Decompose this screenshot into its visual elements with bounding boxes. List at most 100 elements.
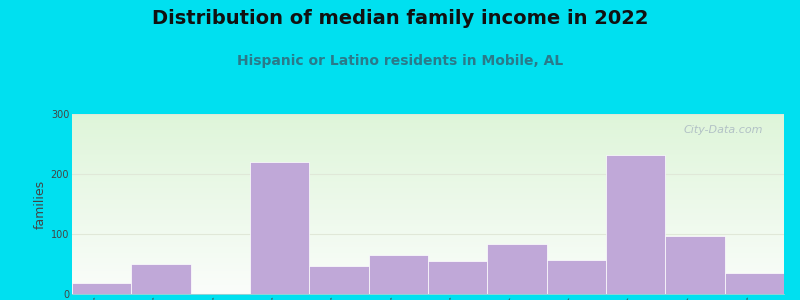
Bar (72, 227, 784, 229)
Bar (428, 261, 487, 294)
Bar (606, 155, 666, 294)
Bar (72, 182, 784, 184)
Bar (72, 141, 784, 143)
Bar (72, 208, 784, 209)
Bar (72, 202, 784, 204)
Bar (72, 116, 784, 118)
Bar (72, 188, 784, 190)
Bar (72, 159, 784, 161)
Bar (72, 114, 784, 116)
Bar (72, 137, 784, 139)
Bar (310, 266, 369, 294)
Bar (72, 292, 784, 294)
Bar (72, 123, 784, 125)
Bar (72, 233, 784, 235)
Bar (72, 145, 784, 146)
Bar (72, 244, 784, 245)
Bar (487, 244, 546, 294)
Bar (72, 172, 784, 173)
Bar (72, 258, 784, 260)
Bar (131, 264, 190, 294)
Bar (72, 283, 131, 294)
Bar (72, 220, 784, 222)
Bar (369, 255, 428, 294)
Bar (72, 128, 784, 130)
Bar (72, 197, 784, 199)
Bar (72, 276, 784, 278)
Bar (72, 236, 784, 238)
Bar (72, 130, 784, 132)
Bar (72, 271, 784, 272)
Bar (72, 211, 784, 213)
Bar (72, 254, 784, 256)
Bar (72, 134, 784, 136)
Bar (250, 162, 310, 294)
Bar (72, 150, 784, 152)
Bar (72, 136, 784, 137)
Bar (72, 154, 784, 155)
Bar (72, 163, 784, 164)
Bar (72, 166, 784, 168)
Bar (72, 289, 784, 290)
Bar (72, 148, 784, 150)
Bar (72, 265, 784, 267)
Bar (72, 278, 784, 280)
Bar (72, 193, 784, 195)
Bar (546, 260, 606, 294)
Bar (72, 240, 784, 242)
Bar (72, 238, 784, 240)
Bar (72, 267, 784, 269)
Bar (72, 118, 784, 119)
Y-axis label: families: families (34, 179, 46, 229)
Bar (72, 263, 784, 265)
Bar (72, 125, 784, 127)
Bar (72, 272, 784, 274)
Bar (72, 245, 784, 247)
Bar (72, 251, 784, 253)
Bar (72, 217, 784, 218)
Bar (72, 274, 784, 276)
Bar (725, 273, 784, 294)
Bar (72, 143, 784, 145)
Bar (72, 226, 784, 227)
Bar (72, 175, 784, 177)
Bar (72, 280, 784, 281)
Bar (72, 229, 784, 231)
Bar (72, 218, 784, 220)
Bar (72, 121, 784, 123)
Bar (72, 152, 784, 154)
Bar (72, 139, 784, 141)
Bar (72, 190, 784, 191)
Bar (72, 204, 784, 206)
Bar (72, 206, 784, 208)
Bar (72, 173, 784, 175)
Bar (72, 256, 784, 258)
Bar (72, 285, 784, 287)
Bar (72, 164, 784, 166)
Bar (72, 213, 784, 215)
Bar (72, 253, 784, 254)
Bar (72, 179, 784, 181)
Bar (666, 236, 725, 294)
Bar (72, 269, 784, 271)
Bar (72, 191, 784, 193)
Bar (72, 146, 784, 148)
Bar (72, 249, 784, 251)
Bar (72, 161, 784, 163)
Bar (72, 222, 784, 224)
Text: Hispanic or Latino residents in Mobile, AL: Hispanic or Latino residents in Mobile, … (237, 54, 563, 68)
Text: Distribution of median family income in 2022: Distribution of median family income in … (152, 9, 648, 28)
Bar (72, 287, 784, 289)
Bar (72, 177, 784, 179)
Bar (72, 260, 784, 262)
Bar (72, 209, 784, 211)
Bar (72, 290, 784, 292)
Bar (72, 200, 784, 202)
Bar (72, 132, 784, 134)
Bar (72, 170, 784, 172)
Bar (72, 181, 784, 182)
Bar (72, 281, 784, 283)
Bar (72, 155, 784, 157)
Bar (72, 262, 784, 263)
Bar (72, 157, 784, 159)
